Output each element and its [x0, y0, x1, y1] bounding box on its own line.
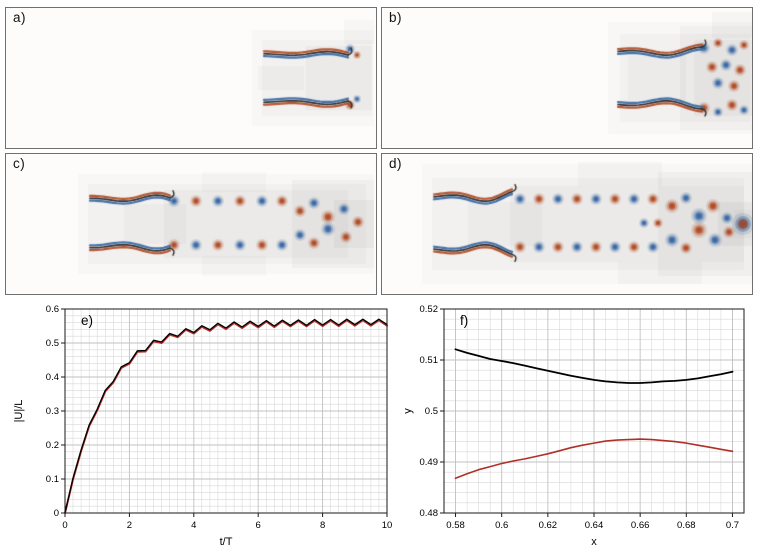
plots-row: 0 2 4 6 8 10 0 0.1 0.2 0.3 0.4 0.5 0.6 t/T |U|/L e) 0.5…: [5, 297, 753, 559]
svg-text:8: 8: [320, 520, 325, 531]
vorticity-field-d: [382, 154, 752, 294]
svg-text:10: 10: [382, 520, 393, 531]
panel-a-label: a): [13, 10, 27, 25]
panel-b-label: b): [389, 10, 403, 25]
vorticity-field-c: [6, 154, 376, 294]
svg-text:0.64: 0.64: [585, 520, 604, 531]
vorticity-field-a: [6, 8, 376, 148]
chart-velocity-history: 0 2 4 6 8 10 0 0.1 0.2 0.3 0.4 0.5 0.6 t/T |U|/L e): [13, 304, 393, 548]
svg-text:0.5: 0.5: [46, 338, 59, 349]
svg-text:y: y: [402, 408, 414, 414]
vorticity-snapshot-grid: a) b) c) d): [5, 7, 753, 295]
svg-text:0.3: 0.3: [46, 406, 59, 417]
svg-text:0.2: 0.2: [46, 440, 59, 451]
svg-text:0: 0: [54, 508, 59, 519]
panel-c: c): [5, 153, 377, 295]
svg-text:0: 0: [62, 520, 67, 531]
svg-text:0.5: 0.5: [425, 406, 438, 417]
svg-text:4: 4: [191, 520, 196, 531]
svg-text:0.48: 0.48: [419, 508, 438, 519]
svg-text:0.62: 0.62: [539, 520, 558, 531]
svg-text:6: 6: [256, 520, 261, 531]
panel-b: b): [381, 7, 753, 149]
panel-a: a): [5, 7, 377, 149]
svg-text:0.7: 0.7: [726, 520, 739, 531]
svg-text:0.6: 0.6: [495, 520, 508, 531]
svg-text:0.6: 0.6: [46, 304, 59, 315]
svg-text:0.52: 0.52: [419, 304, 438, 315]
svg-text:f): f): [460, 313, 468, 328]
svg-text:x: x: [591, 536, 597, 548]
panel-c-label: c): [13, 156, 26, 171]
svg-text:t/T: t/T: [220, 536, 233, 548]
svg-text:0.1: 0.1: [46, 474, 59, 485]
svg-text:|U|/L: |U|/L: [13, 400, 25, 423]
svg-text:0.49: 0.49: [419, 457, 438, 468]
svg-text:0.66: 0.66: [631, 520, 650, 531]
vorticity-field-b: [382, 8, 752, 148]
svg-text:0.58: 0.58: [446, 520, 465, 531]
panel-d: d): [381, 153, 753, 295]
svg-text:e): e): [81, 313, 93, 328]
svg-text:0.68: 0.68: [677, 520, 696, 531]
svg-text:0.4: 0.4: [46, 372, 59, 383]
panel-d-label: d): [389, 156, 403, 171]
svg-text:2: 2: [127, 520, 132, 531]
svg-text:0.51: 0.51: [419, 355, 438, 366]
chart-tip-trajectory: 0.58 0.6 0.62 0.64 0.66 0.68 0.7 0.48 0.49 0.5 0.5…: [402, 304, 745, 548]
